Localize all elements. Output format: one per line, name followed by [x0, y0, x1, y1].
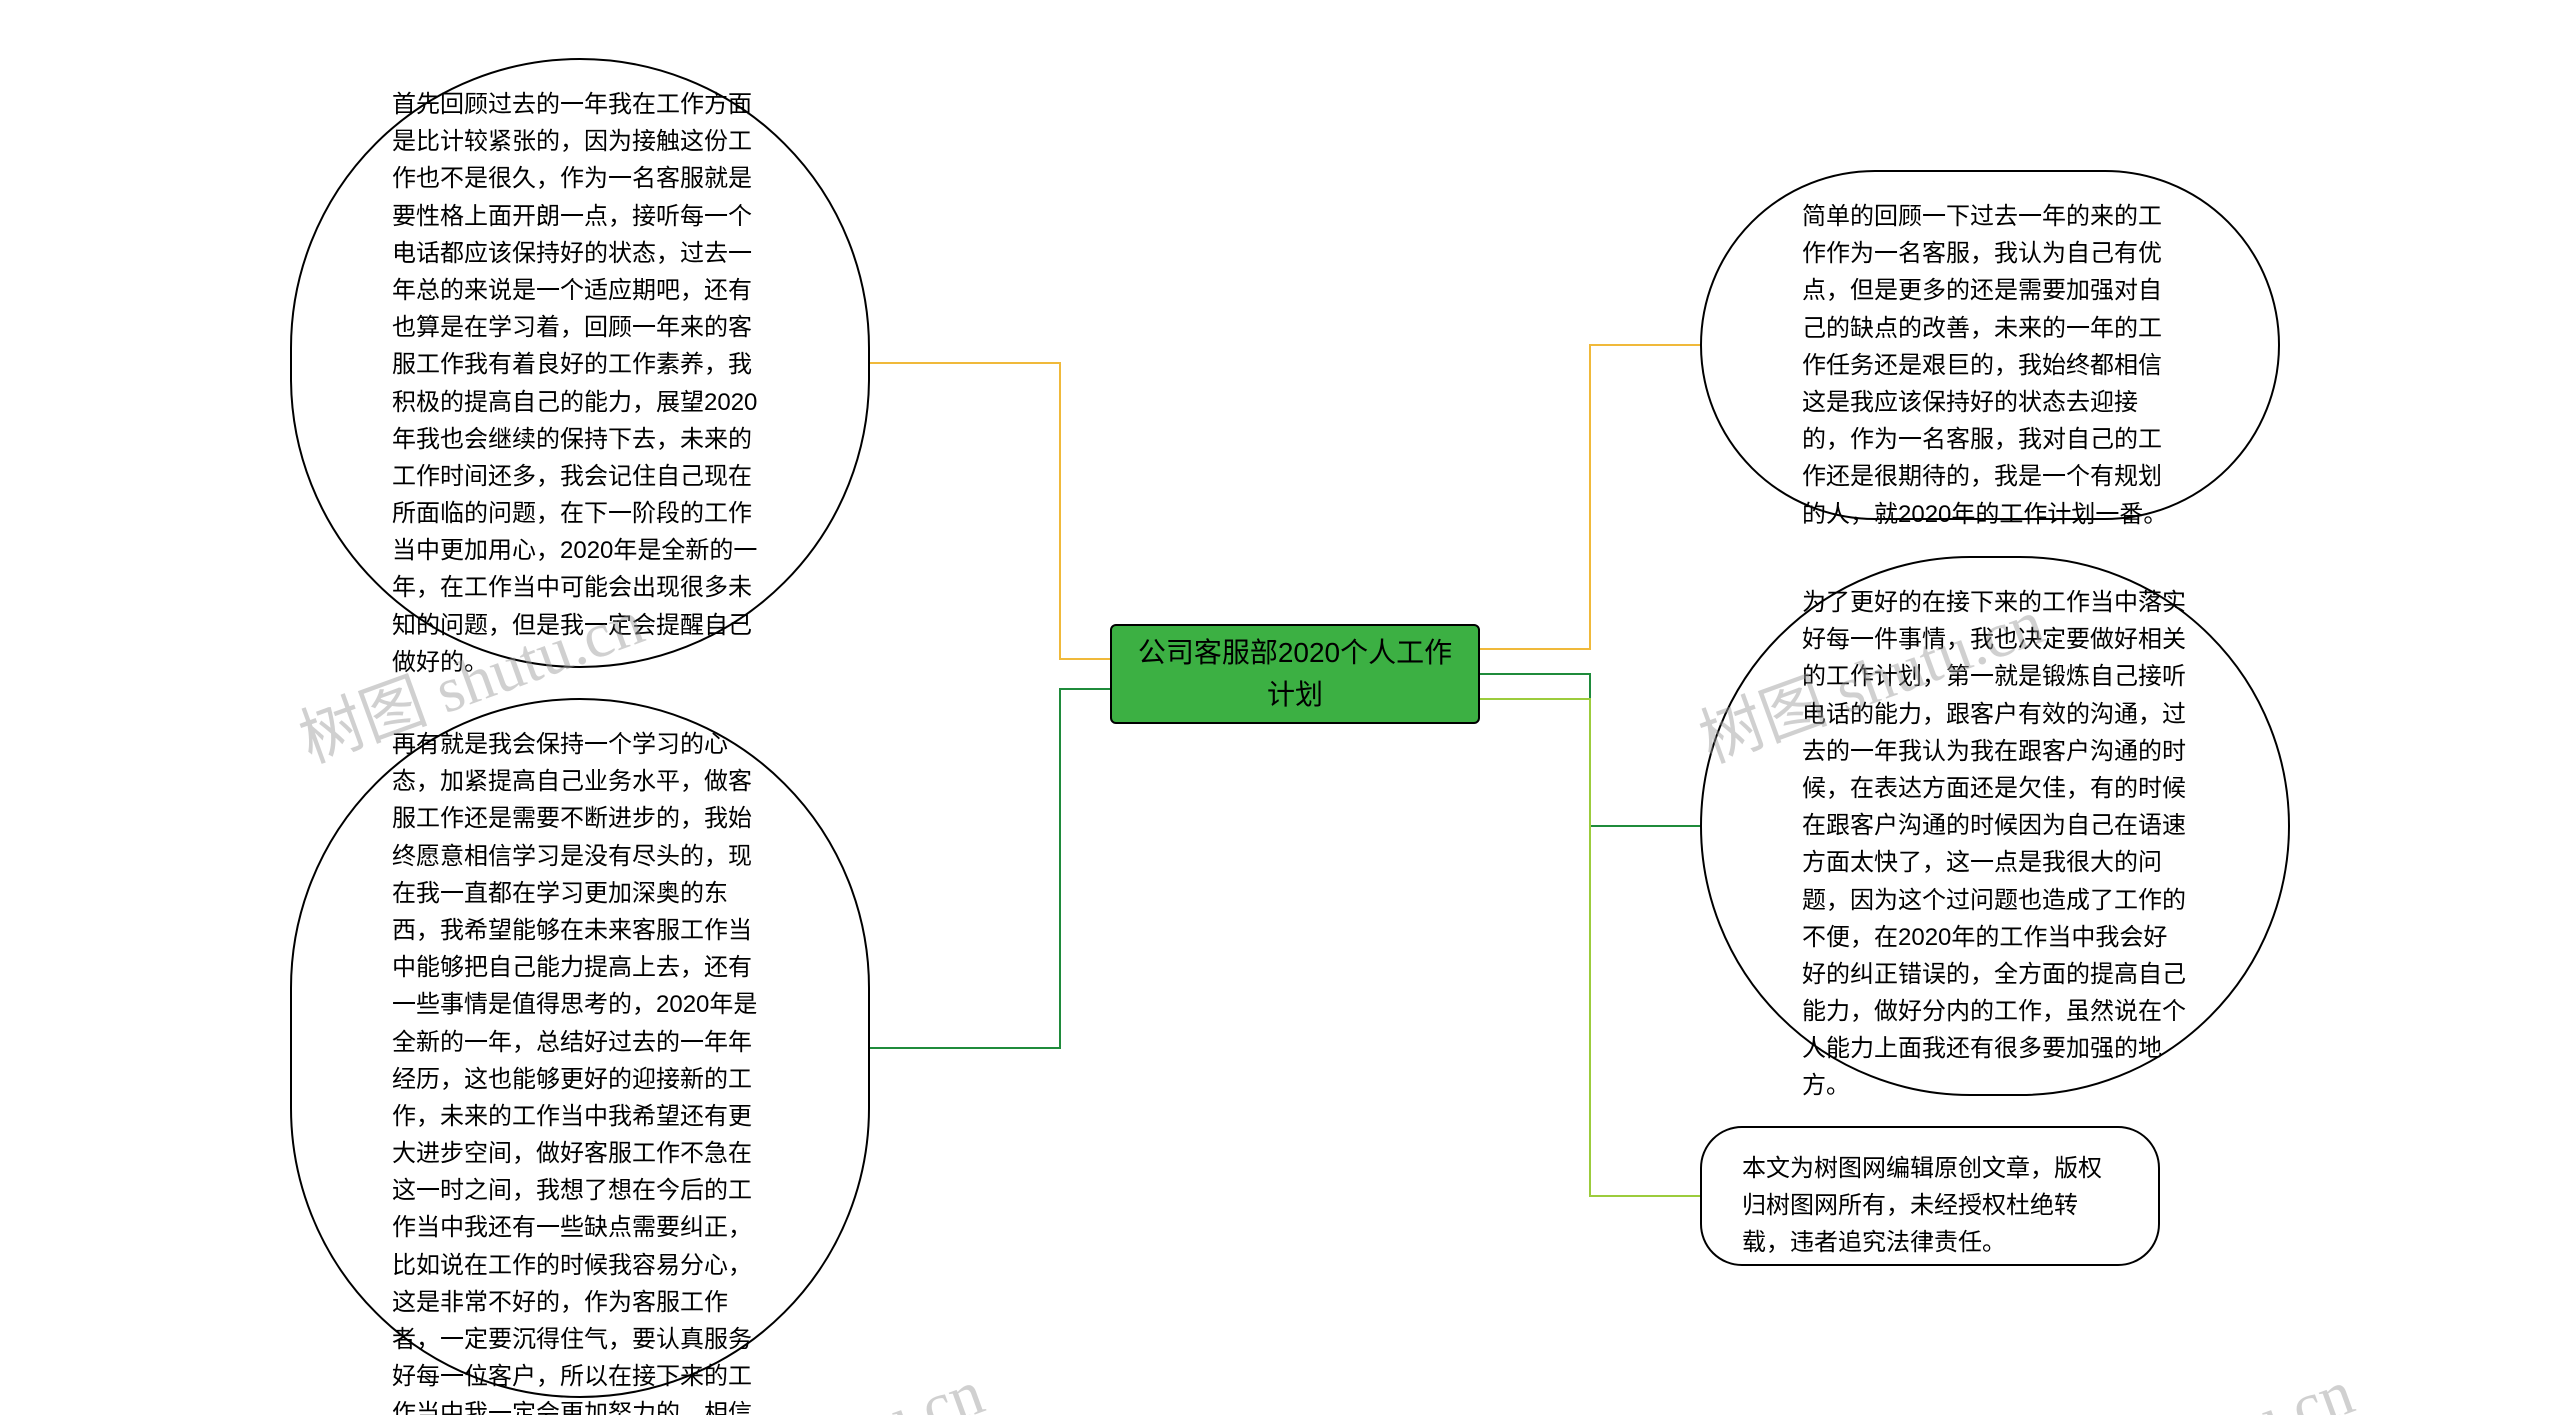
connector-line [1480, 674, 1700, 826]
branch-node-right-2[interactable]: 为了更好的在接下来的工作当中落实好每一件事情，我也决定要做好相关的工作计划，第一… [1700, 556, 2290, 1096]
center-node[interactable]: 公司客服部2020个人工作计划 [1110, 624, 1480, 724]
branch-node-text: 为了更好的在接下来的工作当中落实好每一件事情，我也决定要做好相关的工作计划，第一… [1802, 589, 2186, 1099]
branch-node-text: 再有就是我会保持一个学习的心态，加紧提高自己业务水平，做客服工作还是需要不断进步… [392, 731, 757, 1415]
branch-node-left-1[interactable]: 首先回顾过去的一年我在工作方面是比计较紧张的，因为接触这份工作也不是很久，作为一… [290, 58, 870, 668]
branch-node-text: 首先回顾过去的一年我在工作方面是比计较紧张的，因为接触这份工作也不是很久，作为一… [392, 91, 757, 676]
center-node-label: 公司客服部2020个人工作计划 [1132, 632, 1458, 716]
connector-line [870, 689, 1110, 1048]
connector-line [1480, 345, 1700, 649]
branch-node-right-3[interactable]: 本文为树图网编辑原创文章，版权归树图网所有，未经授权杜绝转载，违者追究法律责任。 [1700, 1126, 2160, 1266]
branch-node-left-2[interactable]: 再有就是我会保持一个学习的心态，加紧提高自己业务水平，做客服工作还是需要不断进步… [290, 698, 870, 1398]
connector-line [870, 363, 1110, 659]
branch-node-text: 本文为树图网编辑原创文章，版权归树图网所有，未经授权杜绝转载，违者追究法律责任。 [1742, 1155, 2102, 1256]
watermark-text: 树图 shutu.cn [1995, 1341, 2364, 1415]
branch-node-text: 简单的回顾一下过去一年的来的工作作为一名客服，我认为自己有优点，但是更多的还是需… [1802, 203, 2167, 528]
connector-line [1480, 699, 1700, 1196]
branch-node-right-1[interactable]: 简单的回顾一下过去一年的来的工作作为一名客服，我认为自己有优点，但是更多的还是需… [1700, 170, 2280, 520]
